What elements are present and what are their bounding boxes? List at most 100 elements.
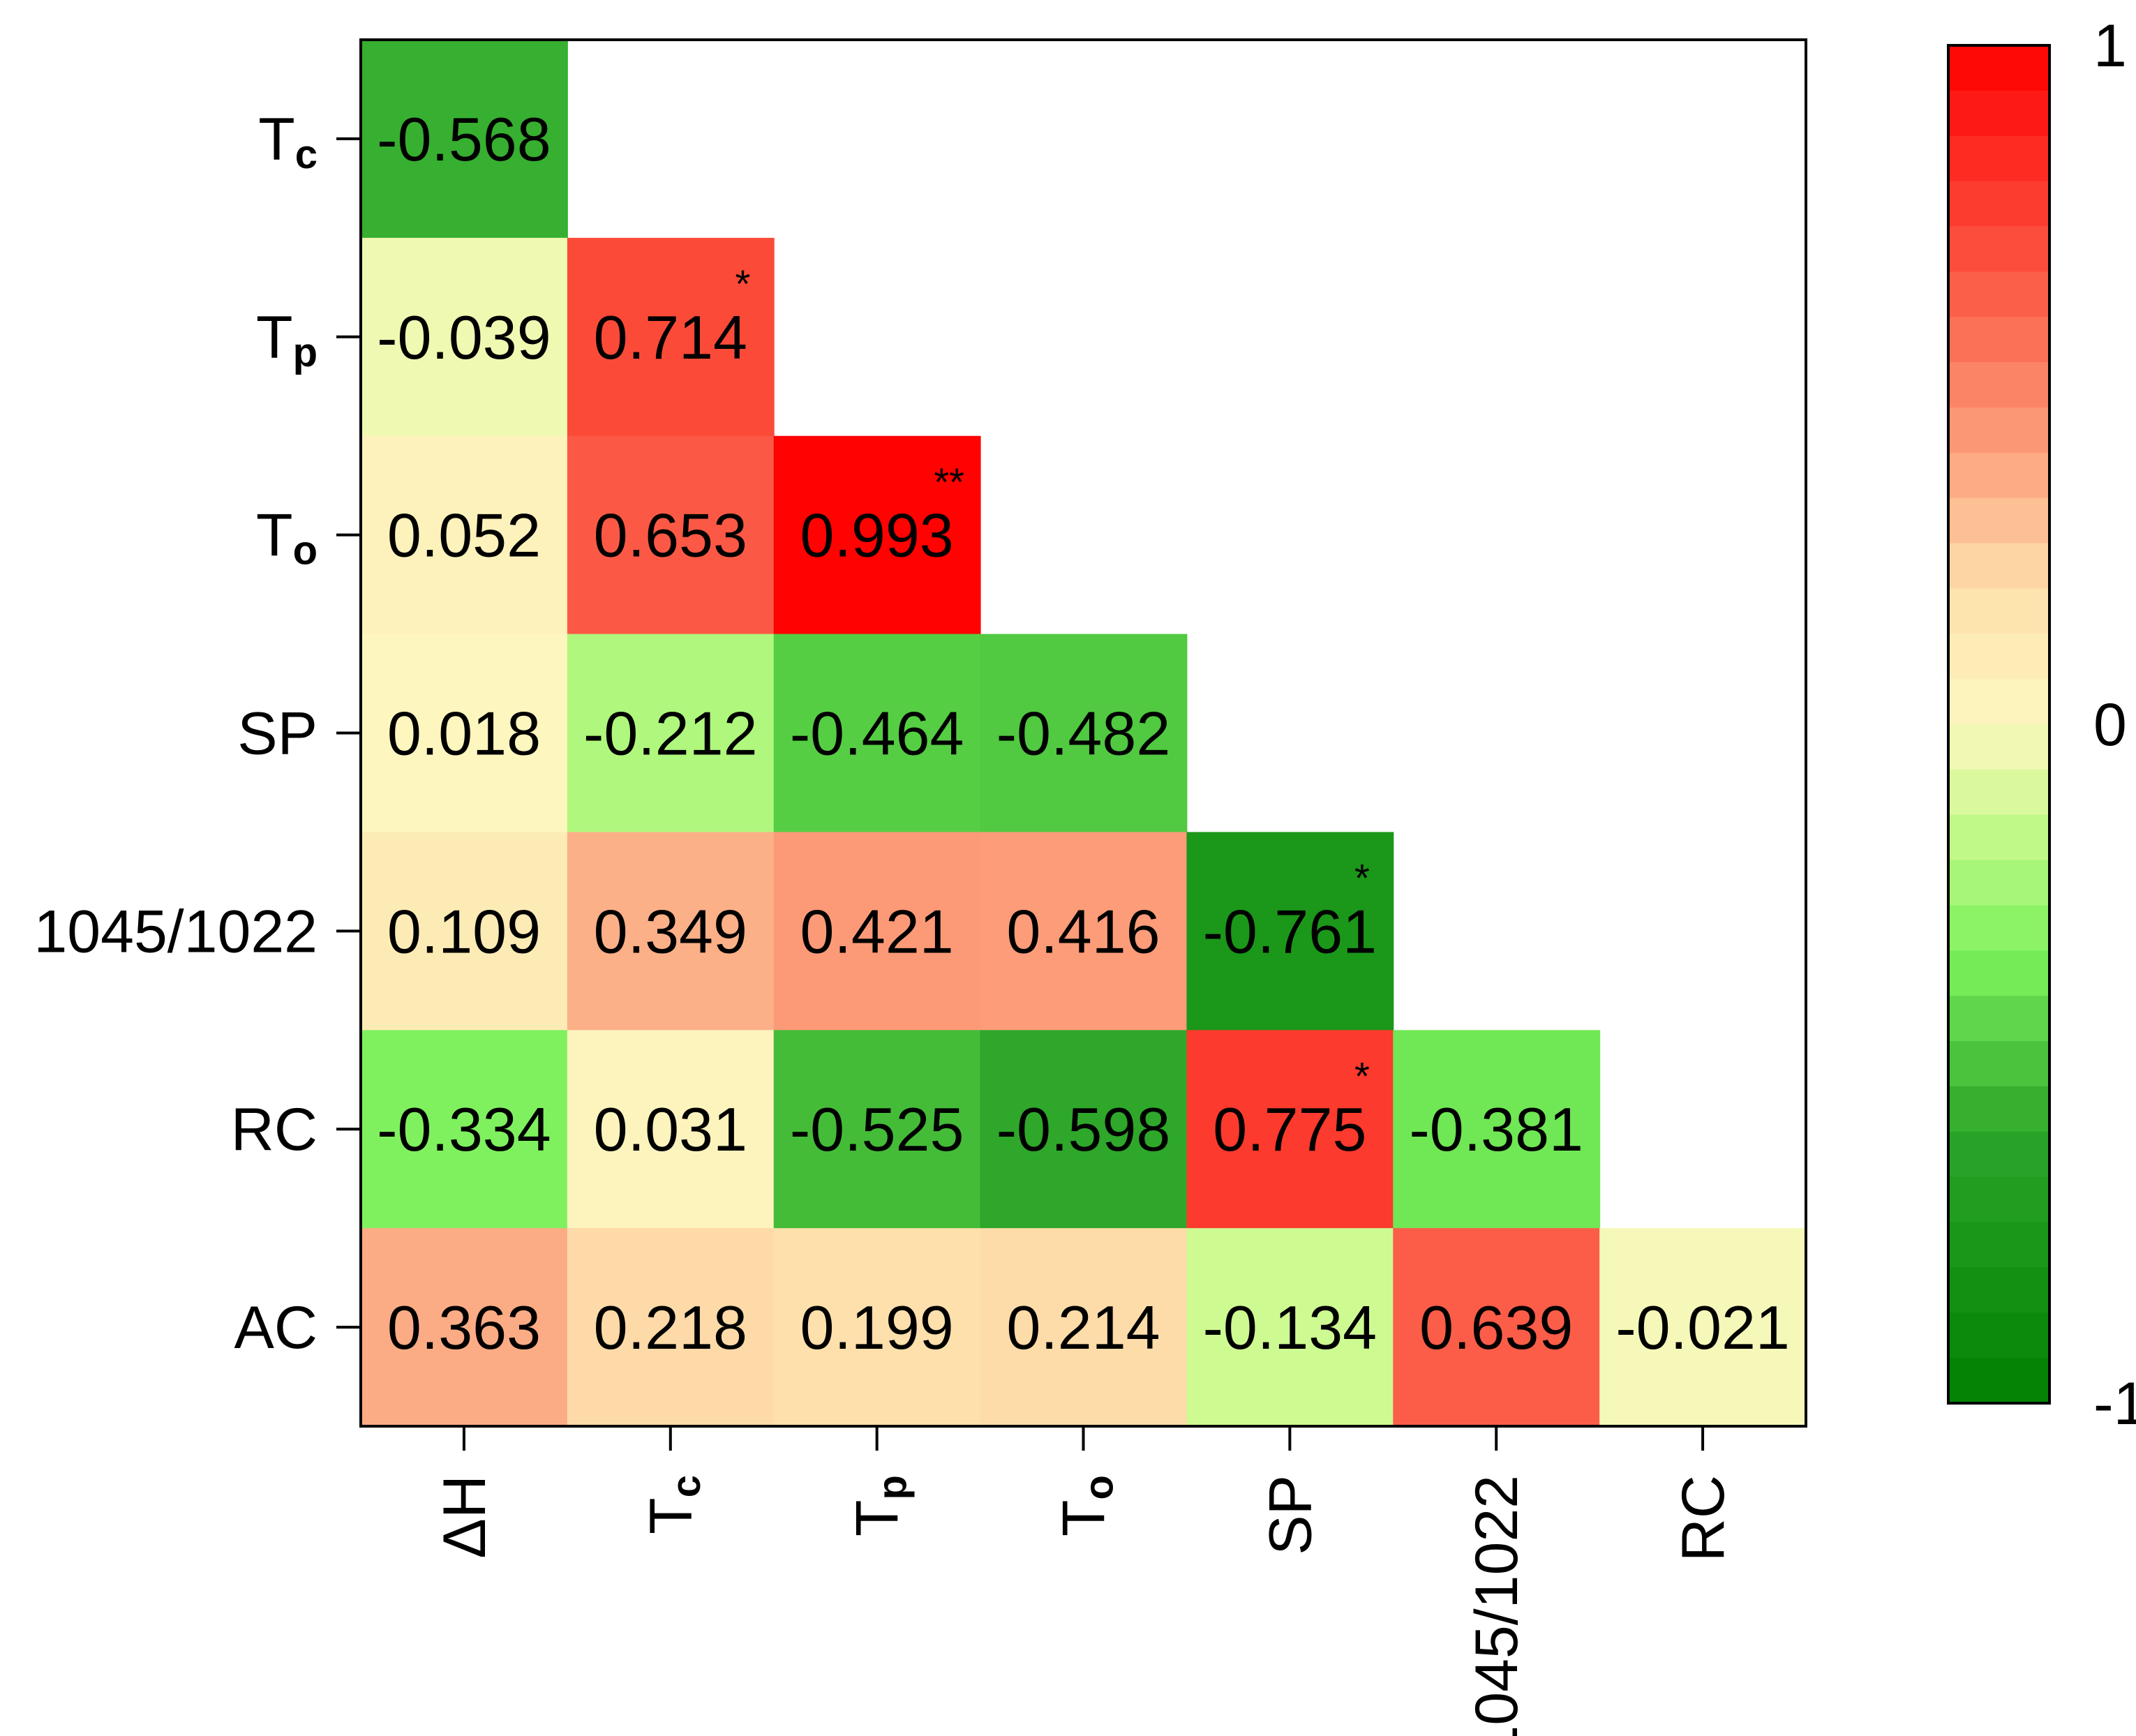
heatmap-cell-r6-c4 <box>1186 1228 1394 1428</box>
cell-value-r2-c2: 0.993 <box>800 501 954 570</box>
row-axis: Tc Tp To SP 1045/1022 RC AC <box>33 106 361 1361</box>
colorbar-segment-21 <box>1948 996 2049 1042</box>
cell-value-r5-c1: 0.031 <box>594 1095 747 1164</box>
cell-value-r4-c1: 0.349 <box>594 897 747 966</box>
heatmap-cell-r3-c2 <box>773 634 981 833</box>
heatmap-cell-r3-c0 <box>361 634 568 833</box>
row-label-1: Tp <box>256 304 318 375</box>
cell-value-r3-c3: -0.482 <box>996 699 1171 768</box>
cell-value-r6-c4: -0.134 <box>1203 1293 1377 1362</box>
cell-value-r5-c2: -0.525 <box>790 1095 964 1164</box>
heatmap-cell-r6-c3 <box>980 1228 1188 1428</box>
colorbar-segment-24 <box>1948 1131 2049 1178</box>
heatmap-cell-r5-c4 <box>1186 1030 1394 1229</box>
cell-value-r2-c0: 0.052 <box>387 501 541 570</box>
cell-value-r6-c3: 0.214 <box>1006 1293 1160 1362</box>
heatmap-cell-r2-c1 <box>567 435 775 635</box>
significance-mark-3: * <box>1354 1054 1370 1098</box>
cell-value-r0-c0: -0.568 <box>377 105 551 174</box>
heatmap-cell-r4-c2 <box>773 832 981 1031</box>
heatmap-cell-r2-c0 <box>361 435 568 635</box>
colorbar-segment-13 <box>1948 634 2049 680</box>
heatmap-cell-r5-c0 <box>361 1030 568 1229</box>
colorbar-segment-28 <box>1948 1312 2049 1359</box>
cell-value-r4-c0: 0.109 <box>387 897 541 966</box>
heatmap-cell-r0-c0 <box>361 40 568 239</box>
heatmap-cell-r6-c2 <box>773 1228 981 1428</box>
colorbar-segment-4 <box>1948 226 2049 273</box>
column-label-4: SP <box>1257 1475 1324 1555</box>
cell-value-r1-c0: -0.039 <box>377 303 551 372</box>
significance-mark-1: ** <box>934 460 964 504</box>
cell-value-r3-c2: -0.464 <box>790 699 964 768</box>
heatmap-cell-r4-c0 <box>361 832 568 1031</box>
colorbar-segment-12 <box>1948 588 2049 635</box>
column-axis: ΔH Tc Tp To SP 1045/1022 RC <box>431 1426 1737 1736</box>
colorbar-segment-20 <box>1948 950 2049 997</box>
colorbar-tick-label-1: 0 <box>2093 691 2127 758</box>
colorbar-segment-27 <box>1948 1267 2049 1314</box>
heatmap-cell-r5-c1 <box>567 1030 775 1229</box>
colorbar-segment-15 <box>1948 724 2049 770</box>
column-label-0: ΔH <box>431 1475 498 1559</box>
heatmap-cell-r3-c3 <box>980 634 1188 833</box>
row-label-6: AC <box>234 1294 318 1361</box>
cell-value-r4-c4: -0.761 <box>1203 897 1377 966</box>
heatmap-cell-labels: -0.568 -0.039 0.714 0.052 0.653 0.993 0.018 -0.… <box>377 105 1790 1362</box>
colorbar-tick-label-2: -1 <box>2093 1370 2136 1437</box>
colorbar-segment-3 <box>1948 181 2049 227</box>
heatmap-cell-r4-c4 <box>1186 832 1394 1031</box>
colorbar-segment-9 <box>1948 452 2049 499</box>
heatmap-cell-r6-c5 <box>1393 1228 1601 1428</box>
heatmap-cell-r4-c3 <box>980 832 1188 1031</box>
heatmap-cell-r5-c5 <box>1393 1030 1601 1229</box>
cell-value-r6-c2: 0.199 <box>800 1293 954 1362</box>
colorbar-segment-19 <box>1948 905 2049 952</box>
column-label-2: Tp <box>844 1475 916 1536</box>
cell-value-r5-c3: -0.598 <box>996 1095 1171 1164</box>
column-label-6: RC <box>1670 1475 1737 1562</box>
cell-value-r2-c1: 0.653 <box>594 501 747 570</box>
column-label-3: To <box>1051 1475 1122 1536</box>
heatmap-cell-r4-c1 <box>567 832 775 1031</box>
colorbar-segment-7 <box>1948 362 2049 408</box>
cell-value-r6-c1: 0.218 <box>594 1293 747 1362</box>
heatmap-cells <box>361 40 1807 1428</box>
cell-value-r5-c4: 0.775 <box>1213 1095 1366 1164</box>
heatmap-cell-r1-c1 <box>567 237 775 437</box>
colorbar-segment-10 <box>1948 497 2049 544</box>
heatmap-cell-r5-c3 <box>980 1030 1188 1229</box>
cell-value-r4-c3: 0.416 <box>1006 897 1160 966</box>
row-label-3: SP <box>237 701 318 768</box>
column-label-1: Tc <box>638 1475 709 1534</box>
colorbar-segment-14 <box>1948 679 2049 725</box>
cell-value-r3-c1: -0.212 <box>583 699 758 768</box>
cell-value-r6-c6: -0.021 <box>1615 1293 1790 1362</box>
heatmap-cell-r6-c6 <box>1599 1228 1807 1428</box>
heatmap-cell-r1-c0 <box>361 237 568 437</box>
colorbar-segment-22 <box>1948 1041 2049 1087</box>
colorbar-segment-26 <box>1948 1222 2049 1269</box>
cell-value-r5-c0: -0.334 <box>377 1095 551 1164</box>
colorbar-segment-16 <box>1948 769 2049 816</box>
cell-value-r3-c0: 0.018 <box>387 699 541 768</box>
colorbar-segment-18 <box>1948 860 2049 906</box>
column-label-5: 1045/1022 <box>1463 1475 1530 1736</box>
colorbar-segment-17 <box>1948 814 2049 861</box>
heatmap-cell-r3-c1 <box>567 634 775 833</box>
significance-mark-2: * <box>1354 856 1370 900</box>
colorbar-segment-5 <box>1948 271 2049 318</box>
row-label-5: RC <box>231 1096 318 1163</box>
colorbar: 1 0 -1 <box>1947 13 2136 1437</box>
colorbar-segment-0 <box>1948 45 2049 91</box>
colorbar-segment-29 <box>1948 1358 2049 1404</box>
colorbar-frame <box>1947 44 2051 1405</box>
row-label-2: To <box>256 502 318 574</box>
colorbar-segment-8 <box>1948 407 2049 454</box>
colorbar-segment-11 <box>1948 543 2049 590</box>
row-label-4: 1045/1022 <box>33 898 318 965</box>
row-label-0: Tc <box>258 106 318 177</box>
cell-value-r4-c2: 0.421 <box>800 897 954 966</box>
significance-mark-0: * <box>735 262 750 306</box>
